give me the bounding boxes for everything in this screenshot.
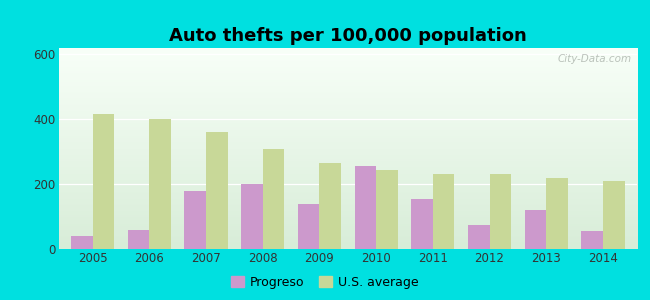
Title: Auto thefts per 100,000 population: Auto thefts per 100,000 population xyxy=(169,27,526,45)
Legend: Progreso, U.S. average: Progreso, U.S. average xyxy=(226,271,424,294)
Bar xyxy=(546,178,568,249)
Bar xyxy=(354,166,376,249)
Bar xyxy=(298,204,319,249)
Bar xyxy=(241,184,263,249)
Bar xyxy=(150,119,171,249)
Bar xyxy=(263,148,284,249)
Bar xyxy=(206,132,228,249)
Bar xyxy=(319,163,341,249)
Bar xyxy=(411,199,433,249)
Bar xyxy=(71,236,92,249)
Bar xyxy=(433,174,454,249)
Bar xyxy=(525,210,546,249)
Bar xyxy=(603,181,625,249)
Bar xyxy=(92,115,114,249)
Bar xyxy=(185,190,206,249)
Bar xyxy=(127,230,150,249)
Bar xyxy=(489,174,511,249)
Bar xyxy=(581,231,603,249)
Bar xyxy=(376,169,398,249)
Bar xyxy=(468,225,489,249)
Text: City-Data.com: City-Data.com xyxy=(557,54,631,64)
